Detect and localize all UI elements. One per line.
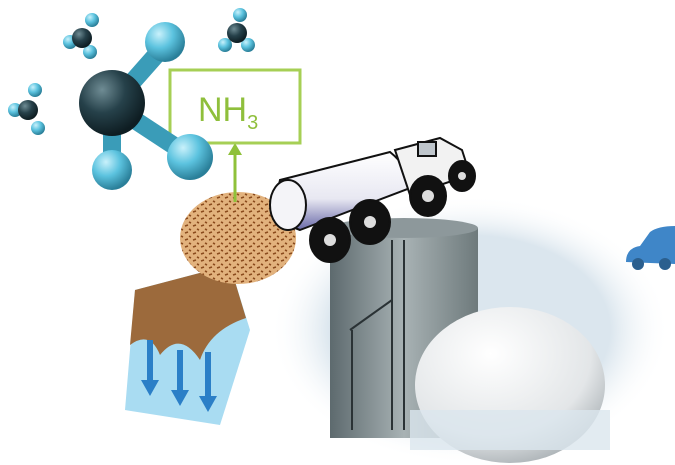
molecule-small [63,13,99,59]
label-subscript: 3 [247,112,258,134]
car-wheel [632,258,644,270]
molecule-small [218,8,255,52]
arrow-head [228,143,242,155]
ground [410,410,610,450]
illustration: NH3 [0,0,675,465]
soil-section [125,265,250,425]
label-main: NH [198,91,247,129]
car [626,226,675,264]
car-wheel [659,258,671,270]
page: {"label": {"main": "NH", "subscript": "3… [0,0,675,465]
molecule-small [8,83,45,135]
